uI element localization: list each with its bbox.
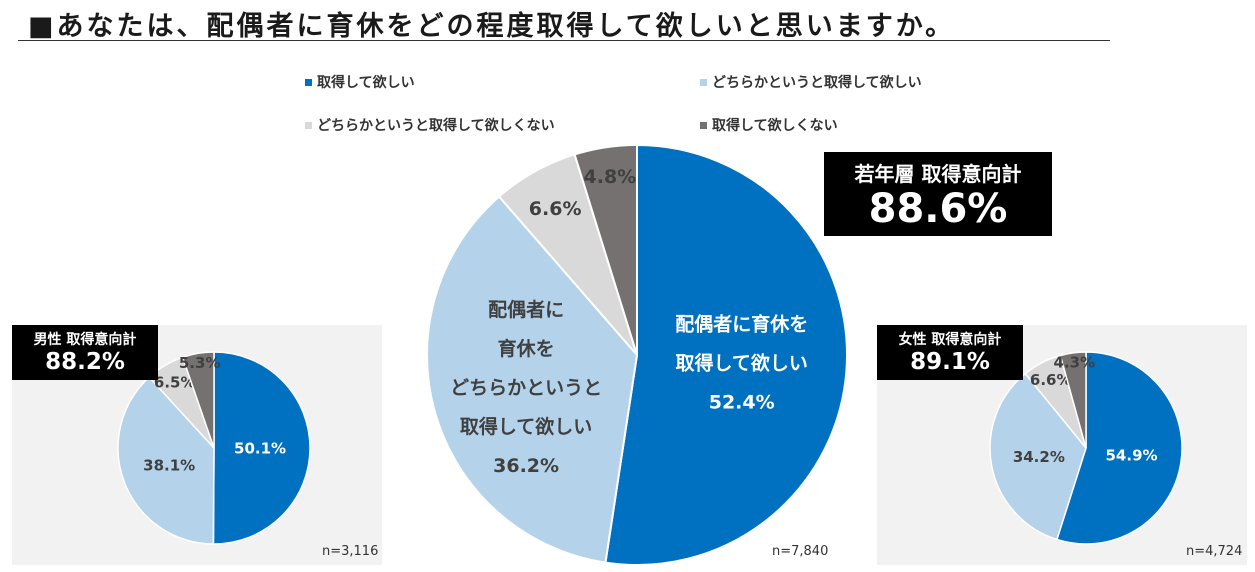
- pie-slice-want: [1055, 351, 1183, 545]
- legend-swatch: [700, 121, 707, 129]
- legend-item-somewhat-want: どちらかというと取得して欲しい: [700, 72, 922, 92]
- main-badge-label: 若年層 取得意向計: [854, 162, 1022, 186]
- pie-slice-somewhat-want: [117, 376, 215, 545]
- legend-label: どちらかというと取得して欲しい: [712, 75, 922, 91]
- pie-slice-not-want: [1059, 351, 1087, 449]
- page-title: ■あなたは、配偶者に育休をどの程度取得して欲しいと思いますか。: [28, 11, 956, 42]
- legend-item-somewhat-not-want: どちらかというと取得して欲しくない: [305, 115, 555, 135]
- female-sample-size: n=4,724: [1186, 544, 1243, 559]
- legend-item-want: 取得して欲しい: [305, 72, 415, 92]
- pie-label-somewhat-want: 配偶者に育休をどちらかというと取得して欲しい 36.2%: [450, 298, 602, 477]
- pie-slice-want: [604, 143, 848, 566]
- title-divider: [18, 40, 1110, 41]
- pie-label-not-want: 4.3%: [1054, 354, 1096, 372]
- pie-label-somewhat-not-want: 6.6%: [529, 198, 582, 220]
- male-pie-chart: 50.1% 38.1% 6.5%5.3%: [117, 351, 311, 545]
- pie-label-somewhat-want: 34.2%: [1013, 448, 1065, 466]
- legend-label: 取得して欲しくない: [712, 118, 838, 134]
- main-pie-chart: 配偶者に育休を取得して欲しい 52.4% 配偶者に育休をどちらかというと取得して欲し…: [426, 143, 848, 566]
- legend-swatch: [700, 78, 707, 86]
- male-badge-label: 男性 取得意向計: [33, 332, 137, 348]
- pie-slice-not-want: [573, 143, 638, 356]
- pie-label-want: 54.9%: [1106, 446, 1158, 464]
- pie-label-somewhat-not-want: 6.5%: [154, 373, 196, 391]
- pie-slice-not-want: [181, 351, 215, 449]
- legend-swatch: [305, 78, 312, 86]
- pie-label-want: 50.1%: [234, 439, 286, 457]
- pie-label-not-want: 4.8%: [584, 166, 637, 188]
- female-intent-badge: 女性 取得意向計 89.1%: [877, 325, 1023, 380]
- pie-label-want: 配偶者に育休を取得して欲しい 52.4%: [675, 313, 808, 414]
- female-badge-label: 女性 取得意向計: [898, 332, 1002, 348]
- pie-slice-somewhat-want: [426, 195, 639, 564]
- female-badge-value: 89.1%: [910, 349, 990, 375]
- pie-label-not-want: 5.3%: [179, 354, 221, 372]
- legend-item-not-want: 取得して欲しくない: [700, 115, 838, 135]
- main-intent-badge: 若年層 取得意向計 88.6%: [824, 152, 1052, 236]
- legend-swatch: [305, 121, 312, 129]
- pie-label-somewhat-not-want: 6.6%: [1030, 371, 1072, 389]
- main-badge-value: 88.6%: [868, 186, 1008, 232]
- main-sample-size: n=7,840: [772, 544, 829, 559]
- pie-slice-somewhat-want: [989, 372, 1087, 541]
- pie-slice-want: [212, 351, 311, 545]
- male-intent-badge: 男性 取得意向計 88.2%: [12, 325, 158, 380]
- female-pie-chart: 54.9% 34.2% 6.6%4.3%: [989, 351, 1183, 545]
- male-sample-size: n=3,116: [322, 544, 379, 559]
- legend-label: どちらかというと取得して欲しくない: [317, 118, 555, 134]
- legend-label: 取得して欲しい: [317, 75, 415, 91]
- pie-label-somewhat-want: 38.1%: [143, 456, 195, 474]
- male-badge-value: 88.2%: [45, 349, 125, 375]
